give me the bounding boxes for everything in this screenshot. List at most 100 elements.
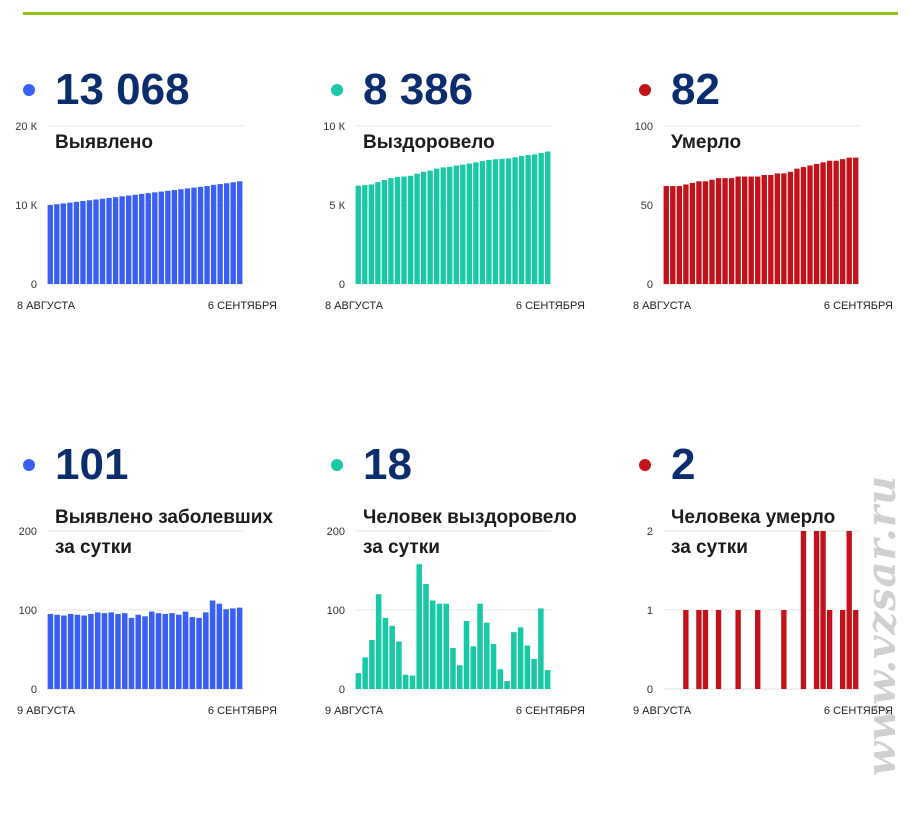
bar-chart: 0 1 2 9 АВГУСТА 6 СЕНТЯБРЯ — [633, 526, 893, 717]
legend-dot — [23, 459, 35, 471]
bar — [497, 669, 504, 689]
y-tick-label: 5 К — [329, 200, 345, 212]
bar — [813, 531, 820, 689]
bar — [709, 179, 715, 284]
bar-chart: 0 5 К 10 К 8 АВГУСТА 6 СЕНТЯБРЯ — [323, 121, 585, 312]
bar — [470, 646, 477, 689]
bar — [139, 193, 145, 284]
bar — [676, 186, 683, 284]
bar — [525, 155, 531, 284]
bar — [132, 194, 138, 284]
bar — [715, 178, 722, 284]
bar — [846, 157, 852, 284]
panel-detected-daily: 101 Выявлено заболевших за сутки — [17, 435, 317, 830]
top-accent-line — [23, 12, 898, 15]
bar — [486, 159, 492, 284]
stat-label-line: Выявлено заболевших — [55, 507, 273, 528]
bar — [210, 184, 217, 284]
bar — [702, 181, 709, 284]
bar — [204, 186, 210, 284]
bar-chart: 0 100 200 9 АВГУСТА 6 СЕНТЯБРЯ — [17, 526, 277, 717]
stat-label-line: Выявлено — [55, 132, 153, 153]
bar — [505, 158, 512, 284]
bar — [54, 614, 60, 689]
panel-recovered-total: 8 386 Выздоровело — [325, 60, 625, 455]
bar — [490, 643, 497, 689]
bar — [106, 197, 112, 284]
bar — [67, 613, 74, 689]
bar — [80, 201, 86, 284]
y-tick-label: 0 — [647, 279, 653, 291]
y-tick-label: 2 — [647, 526, 653, 538]
x-end-label: 6 СЕНТЯБРЯ — [516, 300, 585, 312]
bar — [94, 612, 101, 689]
bar — [108, 612, 114, 689]
bar — [696, 181, 702, 284]
bar — [538, 608, 544, 689]
bar — [178, 189, 184, 284]
bar — [217, 184, 223, 284]
stat-label-line: Умерло — [671, 132, 742, 153]
y-tick-label: 100 — [327, 605, 345, 617]
bar — [388, 178, 394, 284]
bar — [74, 614, 81, 689]
bar — [761, 174, 767, 284]
x-end-label: 6 СЕНТЯБРЯ — [516, 705, 585, 717]
stat-label: Выздоровело — [363, 128, 495, 158]
bar — [800, 167, 807, 284]
bar — [755, 176, 761, 284]
bar — [407, 175, 414, 284]
x-start-label: 9 АВГУСТА — [17, 705, 76, 717]
bar — [355, 185, 361, 284]
legend-dot — [639, 459, 651, 471]
bar — [473, 162, 479, 284]
bar — [820, 531, 826, 689]
bar — [545, 151, 551, 284]
bar — [702, 610, 709, 689]
bar — [389, 625, 395, 689]
x-end-label: 6 СЕНТЯБРЯ — [208, 705, 277, 717]
bar — [416, 564, 422, 689]
bar — [101, 613, 108, 689]
bar — [755, 610, 761, 689]
bar — [162, 613, 169, 689]
x-start-label: 8 АВГУСТА — [17, 300, 76, 312]
bar — [820, 162, 826, 284]
bar — [429, 600, 436, 689]
x-end-label: 6 СЕНТЯБРЯ — [824, 705, 893, 717]
bar — [86, 200, 93, 284]
legend-dot — [331, 459, 343, 471]
bar — [683, 184, 689, 284]
bar — [781, 610, 787, 689]
bar — [402, 674, 409, 689]
bar — [524, 645, 531, 689]
stat-label-line: Человек выздоровело — [363, 507, 577, 528]
stat-value: 101 — [55, 440, 129, 489]
y-tick-label: 200 — [19, 526, 37, 538]
stat-label: Выявлено заболевших за сутки — [55, 503, 273, 563]
bar — [88, 613, 94, 689]
bar — [826, 160, 833, 284]
legend-dot — [331, 84, 343, 96]
bar — [223, 609, 229, 689]
bar — [427, 170, 433, 284]
bar — [492, 159, 499, 284]
bar — [191, 187, 197, 284]
x-end-label: 6 СЕНТЯБРЯ — [824, 300, 893, 312]
bar — [61, 615, 67, 689]
stat-label-line: за сутки — [671, 537, 748, 558]
bar — [800, 531, 807, 689]
bar — [362, 657, 368, 689]
bar — [155, 613, 162, 689]
bar — [517, 627, 524, 689]
bar — [504, 681, 510, 689]
bar — [512, 157, 518, 284]
y-tick-label: 10 К — [323, 121, 345, 133]
bar — [463, 621, 470, 689]
bar — [833, 160, 839, 284]
bar — [807, 165, 813, 284]
bar — [121, 613, 128, 689]
bar — [443, 603, 450, 689]
bar — [839, 159, 846, 284]
bar — [142, 616, 148, 689]
